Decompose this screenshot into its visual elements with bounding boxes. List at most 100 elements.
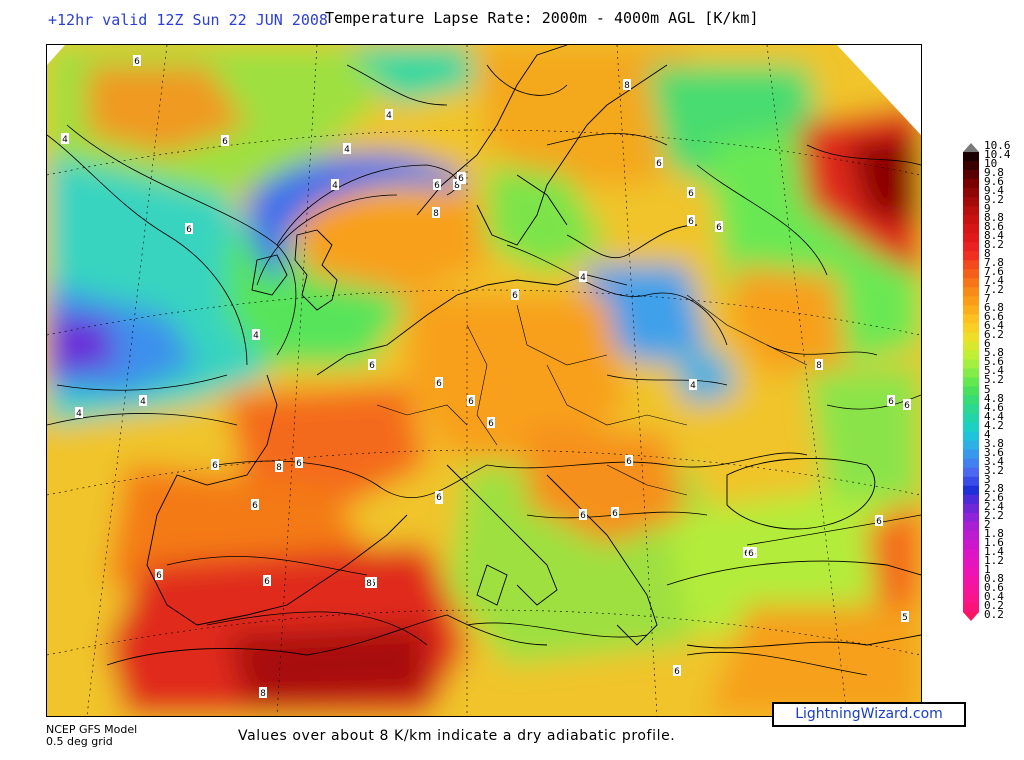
svg-text:4: 4 bbox=[386, 111, 392, 121]
contour-label: 6 bbox=[887, 395, 895, 407]
svg-text:6: 6 bbox=[688, 217, 694, 227]
scale-label: 0.2 bbox=[984, 598, 1004, 612]
grid-resolution: 0.5 deg grid bbox=[46, 735, 113, 748]
scale-swatch bbox=[963, 413, 979, 424]
svg-text:6: 6 bbox=[888, 397, 894, 407]
color-field bbox=[47, 45, 921, 716]
contour-label: 8 bbox=[815, 359, 823, 371]
scale-label: 2.4 bbox=[984, 499, 1004, 513]
scale-swatch bbox=[963, 575, 979, 586]
contour-label: 6 bbox=[221, 135, 229, 147]
scale-swatch bbox=[963, 251, 979, 261]
scale-swatch bbox=[963, 233, 979, 243]
scale-label: 7.2 bbox=[984, 283, 1004, 297]
scale-swatch bbox=[963, 341, 979, 351]
scale-swatch bbox=[963, 161, 979, 171]
scale-label: 0.2 bbox=[984, 607, 1004, 621]
contour-label: 8 bbox=[275, 461, 283, 473]
contour-label: 6 bbox=[687, 215, 695, 227]
scale-label: 4.4 bbox=[984, 409, 1004, 423]
contour-label: 6 bbox=[467, 395, 475, 407]
map-canvas: 6646446484866668466444664666686665668666… bbox=[47, 45, 921, 716]
scale-label: 0.8 bbox=[984, 571, 1004, 585]
scale-label: 4.6 bbox=[984, 400, 1004, 414]
scale-swatch bbox=[963, 170, 979, 180]
svg-text:6: 6 bbox=[436, 379, 442, 389]
svg-text:6: 6 bbox=[264, 577, 270, 587]
contour-label: 6 bbox=[903, 399, 911, 411]
scale-label: 10 bbox=[984, 157, 998, 171]
contour-label: 8 bbox=[365, 577, 373, 589]
svg-text:8: 8 bbox=[276, 463, 282, 473]
scale-label: 9.8 bbox=[984, 166, 1004, 180]
model-name: NCEP GFS Model bbox=[46, 723, 138, 736]
scale-label: 9.6 bbox=[984, 175, 1004, 189]
contour-label: 6 bbox=[133, 55, 141, 67]
scale-label: 8 bbox=[984, 247, 991, 261]
contour-label: 6 bbox=[263, 575, 271, 587]
brand-link[interactable]: LightningWizard.com bbox=[772, 702, 966, 727]
scale-label: 0.6 bbox=[984, 580, 1004, 594]
scale-label: 7 bbox=[984, 292, 991, 306]
svg-text:6: 6 bbox=[580, 511, 586, 521]
scale-swatch bbox=[963, 476, 979, 487]
svg-text:8: 8 bbox=[454, 181, 460, 191]
contour-lines bbox=[47, 64, 921, 676]
scale-label: 1.8 bbox=[984, 526, 1004, 540]
scale-label: 1 bbox=[984, 562, 991, 576]
scale-label: 0.4 bbox=[984, 589, 1004, 603]
contour-label: 4 bbox=[385, 109, 393, 121]
scale-swatch bbox=[963, 602, 979, 613]
contour-label: 5 bbox=[901, 611, 909, 623]
lapse-rate-map: 6646446484866668466444664666686665668666… bbox=[46, 44, 922, 717]
contour-label: 4 bbox=[61, 133, 69, 145]
svg-text:6: 6 bbox=[212, 461, 218, 471]
contour-label: 6 bbox=[673, 665, 681, 677]
scale-swatch bbox=[963, 305, 979, 315]
contour-label: 8 bbox=[432, 207, 440, 219]
scale-swatch bbox=[963, 188, 979, 198]
contour-labels: 6646446484866668466444664666686665668666… bbox=[61, 55, 911, 699]
scale-label: 5.6 bbox=[984, 355, 1004, 369]
scale-swatch bbox=[963, 323, 979, 333]
valid-time-label: +12hr valid 12Z Sun 22 JUN 2008 bbox=[48, 11, 328, 29]
svg-text:6: 6 bbox=[436, 493, 442, 503]
scale-swatch bbox=[963, 593, 979, 604]
scale-label: 2.2 bbox=[984, 508, 1004, 522]
contour-label: 8 bbox=[259, 687, 267, 699]
contour-label: 6 bbox=[368, 359, 376, 371]
scale-swatch bbox=[963, 467, 979, 478]
contour-label: 6 bbox=[611, 507, 619, 519]
scale-label: 5.4 bbox=[984, 364, 1004, 378]
contour-label: 6 bbox=[435, 377, 443, 389]
scale-label: 7.8 bbox=[984, 256, 1004, 270]
svg-text:6: 6 bbox=[369, 361, 375, 371]
contour-label: 6 bbox=[625, 455, 633, 467]
scale-label: 1.4 bbox=[984, 544, 1004, 558]
scale-label: 4.2 bbox=[984, 418, 1004, 432]
contour-label: 6 bbox=[487, 417, 495, 429]
scale-swatch bbox=[963, 287, 979, 297]
scale-swatch bbox=[963, 179, 979, 189]
svg-text:8: 8 bbox=[260, 689, 266, 699]
svg-text:6: 6 bbox=[156, 571, 162, 581]
scale-swatch bbox=[963, 611, 979, 621]
scale-swatch bbox=[963, 260, 979, 270]
scale-label: 8.6 bbox=[984, 220, 1004, 234]
scale-swatch bbox=[963, 530, 979, 541]
scale-swatch bbox=[963, 332, 979, 342]
scale-label: 9 bbox=[984, 202, 991, 216]
svg-text:6: 6 bbox=[626, 457, 632, 467]
contour-label: 4 bbox=[252, 329, 260, 341]
scale-swatch bbox=[963, 521, 979, 532]
scale-swatch bbox=[963, 296, 979, 306]
scale-label: 3 bbox=[984, 472, 991, 486]
svg-text:6: 6 bbox=[656, 159, 662, 169]
scale-label: 3.4 bbox=[984, 454, 1004, 468]
scale-swatch bbox=[963, 557, 979, 568]
scale-label: 6.4 bbox=[984, 319, 1004, 333]
scale-swatch bbox=[963, 485, 979, 496]
scale-swatch bbox=[963, 206, 979, 216]
scale-swatch bbox=[963, 242, 979, 252]
svg-text:6: 6 bbox=[716, 223, 722, 233]
